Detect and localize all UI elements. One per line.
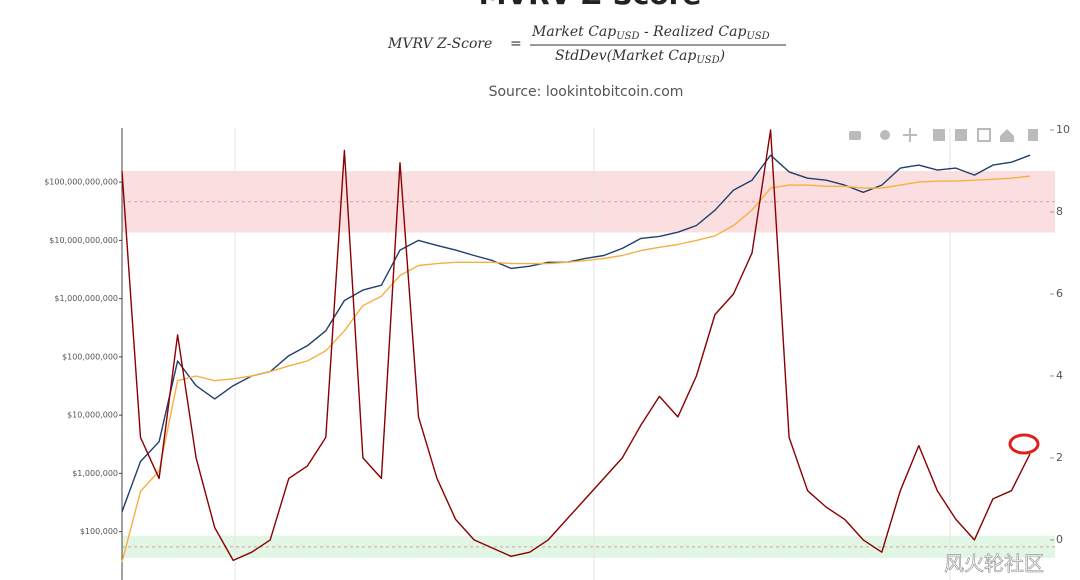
y-tick-label: $1,000,000,000 — [54, 294, 118, 303]
subtitle: Source: lookintobitcoin.com — [489, 84, 684, 100]
y2-tick-label: 6 — [1056, 287, 1063, 300]
highlight-circle — [1008, 433, 1040, 455]
band — [122, 535, 1055, 558]
y-tick-label: $100,000,000,000 — [44, 178, 118, 187]
autoscale-icon[interactable] — [977, 128, 991, 142]
zoom-out-icon[interactable] — [955, 129, 967, 141]
formula-lhs: MVRV Z-Score — [387, 36, 492, 52]
series-line — [121, 154, 1031, 512]
watermark: 风火轮社区 — [944, 552, 1044, 576]
formula-part: Market Cap — [531, 24, 616, 40]
pan-icon[interactable] — [903, 128, 917, 142]
y-tick-label: $100,000,000 — [62, 352, 118, 361]
y2-tick-label: 2 — [1056, 451, 1063, 464]
series-line — [121, 175, 1031, 563]
formula-sub: USD — [746, 31, 769, 42]
y2-tick-label: 4 — [1056, 369, 1063, 382]
camera-icon[interactable] — [849, 131, 861, 140]
zoom-icon[interactable] — [880, 130, 890, 140]
band — [122, 171, 1055, 233]
formula-sub: USD — [696, 55, 719, 66]
chart-title: MVRV Z-Score — [479, 0, 702, 11]
formula-equals: = — [510, 36, 522, 52]
y-tick-label: $10,000,000 — [67, 411, 118, 420]
y-tick-label: $10,000,000,000 — [49, 236, 118, 245]
formula-part: - Realized Cap — [640, 24, 747, 40]
formula-denominator: StdDev(Market CapUSD) — [555, 48, 725, 66]
home-icon[interactable] — [1000, 129, 1014, 142]
zoom-in-icon[interactable] — [933, 129, 945, 141]
formula-part: ) — [719, 48, 725, 64]
y2-tick-label: 8 — [1056, 205, 1063, 218]
toolbar[interactable] — [849, 128, 1038, 142]
y-tick-label: $100,000 — [80, 527, 118, 536]
formula-numerator: Market CapUSD - Realized CapUSD — [531, 24, 770, 42]
y-tick-label: $1,000,000 — [72, 469, 118, 478]
plot — [121, 129, 1031, 563]
formula-sub: USD — [616, 31, 639, 42]
bands — [122, 171, 1055, 558]
series-line — [121, 129, 1031, 562]
y2-tick-label: 0 — [1056, 533, 1063, 546]
y2-tick-label: 10 — [1056, 123, 1070, 136]
formula-part: StdDev(Market Cap — [555, 48, 696, 64]
spike-icon[interactable] — [1028, 129, 1038, 141]
